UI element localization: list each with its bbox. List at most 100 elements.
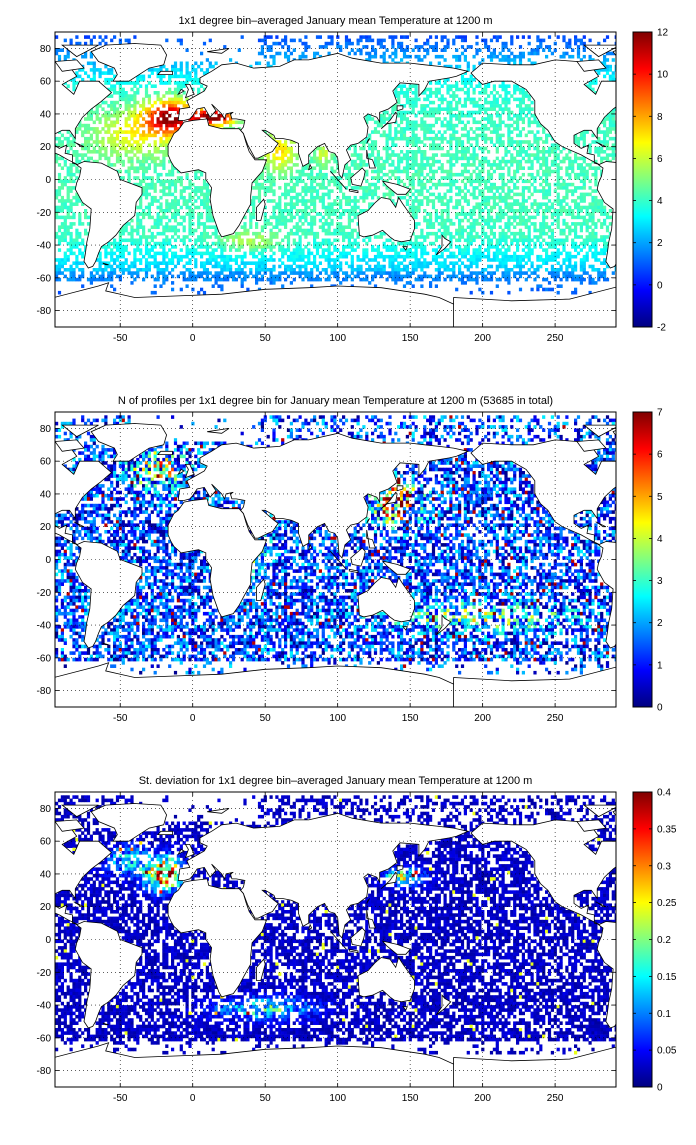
bin-cell: [127, 156, 131, 161]
bin-cell: [452, 123, 456, 128]
bin-cell: [547, 45, 552, 49]
bin-cell: [327, 225, 331, 229]
bin-cell: [576, 176, 581, 180]
bin-cell: [182, 238, 186, 243]
bin-cell: [165, 222, 169, 226]
bin-cell: [139, 235, 143, 239]
bin-cell: [518, 45, 523, 49]
bin-cell: [388, 113, 392, 118]
bin-cell: [173, 215, 178, 220]
bin-cell: [463, 195, 467, 200]
bin-cell: [318, 186, 322, 190]
bin-cell: [63, 182, 67, 187]
bin-cell: [489, 113, 494, 118]
bin-cell: [466, 238, 470, 243]
bin-cell: [568, 189, 572, 193]
bin-cell: [530, 120, 534, 125]
bin-cell: [324, 150, 328, 154]
bin-cell: [118, 231, 122, 236]
bin-cell: [420, 153, 424, 157]
bin-cell: [408, 100, 412, 105]
bin-cell: [446, 209, 450, 213]
bin-cell: [113, 35, 117, 39]
bin-cell: [356, 153, 360, 157]
bin-cell: [84, 130, 88, 134]
bin-cell: [492, 163, 496, 167]
bin-cell: [562, 146, 566, 151]
bin-cell: [307, 199, 311, 203]
bin-cell: [310, 176, 314, 180]
bin-cell: [136, 77, 140, 82]
bin-cell: [156, 179, 160, 184]
bin-cell: [568, 38, 572, 43]
bin-cell: [414, 215, 418, 220]
bin-cell: [208, 245, 212, 249]
bin-cell: [487, 45, 491, 49]
bin-cell: [472, 238, 476, 243]
bin-cell: [136, 166, 140, 170]
bin-cell: [536, 209, 540, 213]
bin-cell: [533, 222, 537, 226]
bin-cell: [426, 163, 430, 167]
bin-cell: [333, 258, 337, 262]
bin-cell: [249, 222, 253, 226]
bin-cell: [516, 97, 520, 102]
bin-cell: [124, 146, 128, 151]
bin-cell: [466, 189, 470, 193]
bin-cell: [159, 123, 163, 128]
bin-cell: [362, 195, 366, 200]
bin-cell: [147, 176, 151, 180]
bin-cell: [284, 140, 288, 144]
bin-cell: [86, 140, 91, 144]
bin-cell: [469, 143, 473, 147]
bin-cell: [605, 113, 610, 118]
bin-cell: [214, 61, 218, 66]
bin-cell: [113, 136, 117, 141]
bin-cell: [121, 251, 125, 256]
bin-cell: [315, 192, 320, 197]
bin-cell: [344, 41, 349, 46]
bin-cell: [510, 163, 514, 167]
bin-cell: [562, 182, 566, 187]
bin-cell: [147, 94, 151, 98]
bin-cell: [559, 182, 563, 187]
bin-cell: [550, 150, 554, 154]
bin-cell: [307, 205, 311, 210]
bin-cell: [521, 254, 525, 259]
bin-cell: [495, 189, 499, 193]
bin-cell: [513, 159, 517, 164]
bin-cell: [481, 133, 485, 138]
bin-cell: [330, 189, 334, 193]
bin-cell: [431, 143, 436, 147]
bin-cell: [579, 133, 583, 138]
bin-cell: [78, 169, 82, 174]
bin-cell: [72, 84, 76, 88]
bin-cell: [420, 156, 424, 161]
bin-cell: [527, 228, 531, 233]
bin-cell: [568, 205, 572, 210]
bin-cell: [365, 261, 369, 265]
bin-cell: [63, 54, 67, 59]
bin-cell: [521, 205, 525, 210]
bin-cell: [168, 87, 172, 92]
bin-cell: [550, 143, 554, 147]
bin-cell: [498, 225, 502, 229]
bin-cell: [202, 235, 207, 239]
bin-cell: [524, 113, 528, 118]
bin-cell: [391, 248, 395, 252]
bin-cell: [60, 202, 64, 206]
bin-cell: [307, 176, 311, 180]
bin-cell: [339, 176, 343, 180]
bin-cell: [588, 150, 592, 154]
bin-cell: [197, 87, 201, 92]
bin-cell: [156, 94, 160, 98]
bin-cell: [391, 163, 395, 167]
bin-cell: [594, 254, 598, 259]
bin-cell: [458, 248, 462, 252]
bin-cell: [556, 163, 560, 167]
bin-cell: [402, 130, 407, 134]
bin-cell: [501, 110, 505, 115]
bin-cell: [518, 51, 523, 56]
bin-cell: [466, 140, 470, 144]
bin-cell: [69, 176, 73, 180]
